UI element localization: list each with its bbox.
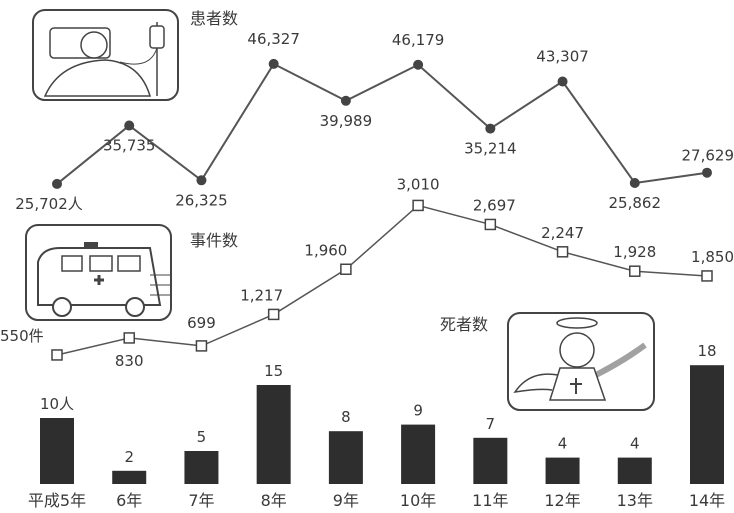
incidents-point [629,265,641,277]
deaths-bar [256,385,291,484]
x-tick-label: 12年 [544,491,580,510]
incidents-point [195,340,208,352]
patients-data-label: 46,327 [247,30,300,48]
patients-data-label: 46,179 [392,31,445,49]
deaths-bar [40,418,74,484]
patients-data-label: 35,735 [103,137,156,155]
incidents-point [484,218,497,231]
incidents-point [267,308,280,321]
x-axis: 平成5年 6年 7年 8年 9年 10年 11年 12年 13年 14年 [28,491,725,510]
deaths-series-label: 死者数 [440,315,488,334]
deaths-bar [112,470,147,484]
patients-line-path [56,62,708,185]
patients-data-label: 39,989 [320,112,373,130]
x-tick-label: 8年 [261,491,287,510]
incidents-data-label: 1,960 [304,241,347,259]
incidents-data-label: 699 [187,314,216,332]
incidents-data-label: 3,010 [397,175,440,193]
deaths-data-label: 7 [486,415,496,433]
sick-patient-in-bed-icon [32,9,179,101]
patients-point [629,177,640,188]
deaths-bar [184,451,219,484]
deaths-bar [690,365,724,484]
deaths-data-label: 4 [630,435,640,453]
patients-point [268,58,279,69]
deaths-data-label: 4 [558,435,568,453]
patients-point [196,175,207,186]
x-tick-label: 14年 [689,491,725,510]
incidents-point [51,349,63,361]
deaths-data-label: 2 [124,448,134,466]
angel-icon [507,312,655,411]
incidents-point [340,263,352,276]
x-tick-label: 11年 [472,491,508,510]
patients-data-label: 26,325 [175,191,228,209]
x-tick-label: 9年 [333,491,359,510]
patients-point [485,123,496,134]
deaths-data-label: 10人 [40,395,74,413]
x-tick-label: 10年 [400,491,436,510]
patients-data-label: 25,702人 [15,195,83,213]
patients-point [340,95,351,106]
patients-point [52,178,62,189]
deaths-data-label: 5 [197,428,207,446]
incidents-line-path [56,204,708,356]
patients-data-label: 27,629 [682,147,734,165]
incidents-data-label: 830 [115,352,144,370]
deaths-data-label: 15 [264,362,283,380]
incidents-point [123,332,135,344]
deaths-data-label: 8 [341,408,351,426]
x-tick-label: 平成5年 [28,491,86,510]
incidents-data-label: 1,928 [613,243,656,261]
patients-point [557,76,568,87]
incidents-data-label: 2,697 [473,196,516,214]
patients-point [124,120,135,131]
deaths-data-label: 18 [697,342,716,360]
patients-point [413,59,424,70]
patients-line: 25,702人 35,735 26,325 46,327 39,989 46,179 35,… [15,30,734,213]
x-tick-label: 13年 [617,491,653,510]
incidents-data-label: 1,850 [691,248,734,266]
deaths-bars: 10人 2 5 15 8 9 7 4 4 18 [40,342,724,484]
patients-data-label: 25,862 [609,194,662,212]
incidents-point [412,199,424,212]
incidents-series-label: 事件数 [190,231,238,250]
patients-series-label: 患者数 [190,9,238,28]
patients-point [702,167,712,178]
deaths-data-label: 9 [413,402,423,420]
incidents-point [701,270,713,282]
incidents-data-label: 550件 [0,327,44,345]
deaths-bar [401,424,436,484]
deaths-bar [545,457,580,484]
deaths-bar [617,457,652,484]
incidents-data-label: 1,217 [240,286,283,304]
x-tick-label: 6年 [116,491,142,510]
patients-data-label: 43,307 [536,47,589,65]
incidents-line: 550件 830 699 1,217 1,960 3,010 2,697 2,247 1,928… [0,175,734,370]
incidents-data-label: 2,247 [541,224,584,242]
patients-data-label: 35,214 [464,140,517,158]
deaths-bar [328,431,363,484]
ambulance-icon [25,224,172,321]
x-tick-label: 7年 [188,491,214,510]
incidents-point [556,246,569,258]
deaths-bar [473,437,508,484]
